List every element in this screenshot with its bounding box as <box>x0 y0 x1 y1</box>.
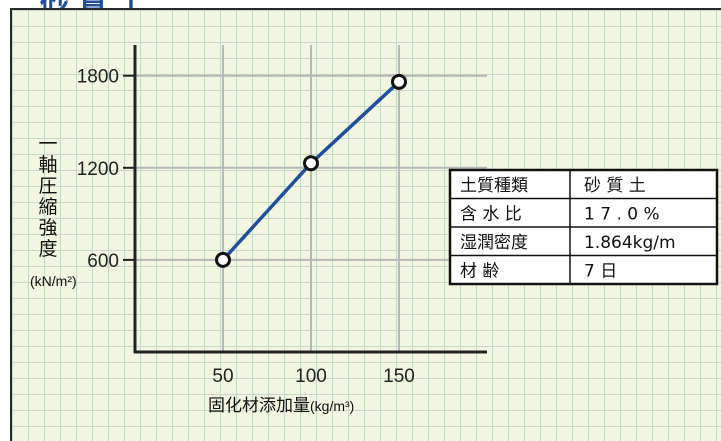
y-tick-label: 1200 <box>77 159 119 180</box>
y-tick-label: 1800 <box>77 67 119 88</box>
data-point <box>303 155 319 172</box>
y-axis-label-char: 強 <box>38 217 57 239</box>
x-tick-label: 100 <box>295 366 327 387</box>
info-table-label: 材 齢 <box>460 262 499 282</box>
y-tick-labels: 600 1200 1800 <box>77 67 119 272</box>
info-table-value: 砂 質 土 <box>584 176 646 196</box>
y-axis-label-char: 軸 <box>38 154 57 176</box>
data-point <box>215 251 231 268</box>
y-axis-label-char: 度 <box>38 238 57 260</box>
y-axis-label-char: 縮 <box>38 196 57 218</box>
info-table-label: 含 水 比 <box>460 205 522 225</box>
info-table-value: 1 7 . 0 % <box>584 205 660 225</box>
chart-axes <box>123 45 487 354</box>
x-axis-unit: (kg/m³) <box>310 398 354 414</box>
x-axis-title: 固化材添加量 <box>208 396 310 416</box>
x-axis-label: 固化材添加量(kg/m³) <box>208 396 354 416</box>
y-axis-label-char: 圧 <box>38 175 57 197</box>
x-tick-label: 50 <box>212 366 233 387</box>
info-table-label: 湿潤密度 <box>460 233 528 253</box>
y-axis-unit: (kN/m²) <box>30 273 77 289</box>
info-table: 土質種類 砂 質 土含 水 比 1 7 . 0 % 湿潤密度 1.864kg/m 材 齢 7… <box>448 168 719 286</box>
chart-series <box>215 73 407 268</box>
info-table-value: 7 日 <box>584 262 617 282</box>
chart-grid <box>135 45 487 352</box>
info-table-value: 1.864kg/m <box>584 233 676 253</box>
x-tick-label: 150 <box>383 366 415 387</box>
data-point <box>391 73 407 90</box>
info-table-label: 土質種類 <box>460 176 528 196</box>
y-tick-label: 600 <box>87 251 119 272</box>
x-tick-labels: 50 100 150 <box>212 366 414 387</box>
y-axis-label-char: 一 <box>38 133 57 155</box>
